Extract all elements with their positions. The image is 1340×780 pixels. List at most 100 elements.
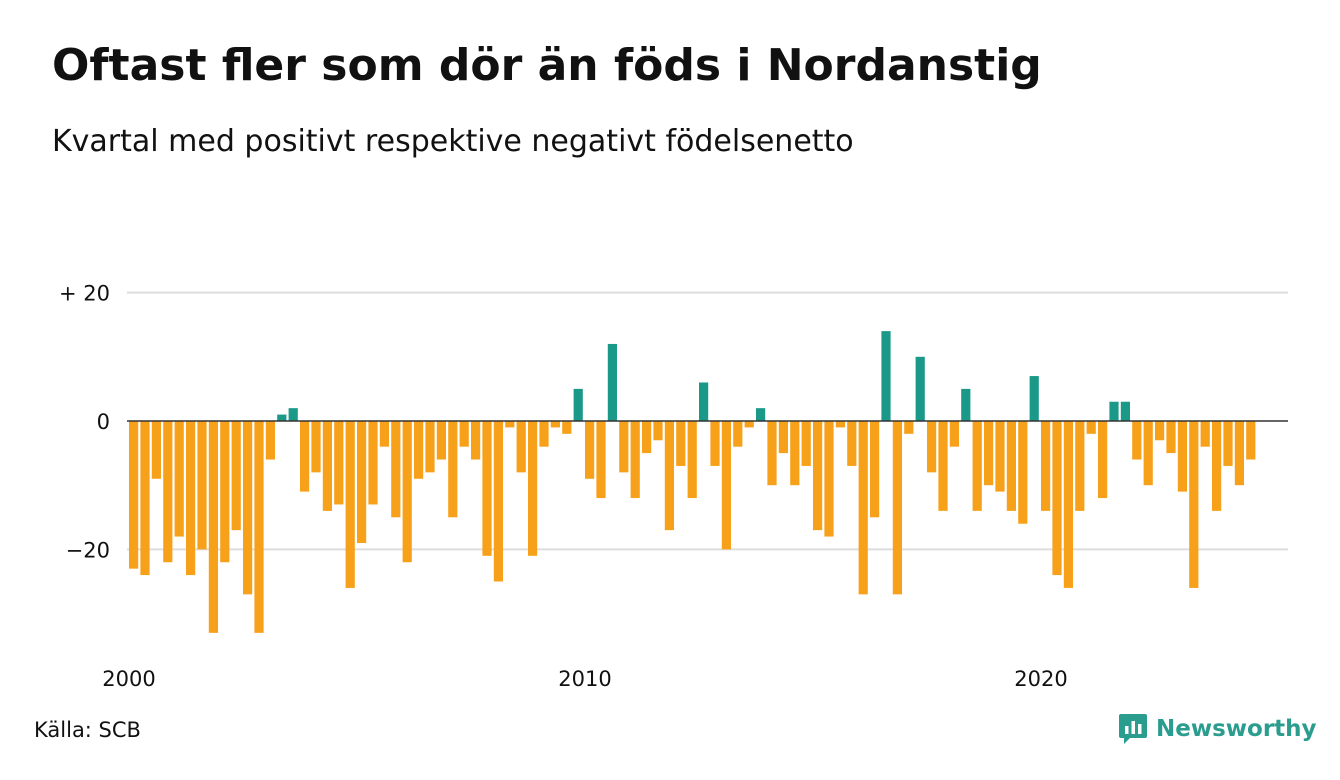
bar xyxy=(1143,421,1153,486)
bar xyxy=(129,421,139,569)
bar xyxy=(1200,421,1210,447)
bar xyxy=(357,421,367,543)
bar xyxy=(790,421,800,486)
y-tick-label: −20 xyxy=(66,538,110,562)
bar xyxy=(562,421,572,434)
grid-layer xyxy=(127,291,1288,551)
bar xyxy=(220,421,230,563)
bar xyxy=(756,408,766,421)
bar xyxy=(1132,421,1142,460)
bar xyxy=(459,421,469,447)
brand-logo: Newsworthy xyxy=(1118,712,1317,746)
bar xyxy=(904,421,914,434)
y-tick-label: 0 xyxy=(97,410,110,434)
bar xyxy=(1041,421,1051,511)
bar xyxy=(550,421,560,428)
bar xyxy=(186,421,196,576)
x-tick-label: 2000 xyxy=(102,667,155,691)
bar xyxy=(984,421,994,486)
bar xyxy=(174,421,184,537)
bar xyxy=(892,421,902,595)
bar xyxy=(995,421,1005,492)
bar xyxy=(140,421,150,576)
x-tick-label: 2010 xyxy=(558,667,611,691)
bar xyxy=(539,421,549,447)
bar xyxy=(448,421,458,518)
bar xyxy=(1155,421,1165,441)
chart-title: Oftast fler som dör än föds i Nordanstig xyxy=(52,40,1042,91)
bar xyxy=(1086,421,1096,434)
axis-layer: + 20 0 −20 2000 2010 2020 xyxy=(59,282,1288,691)
bar xyxy=(949,421,959,447)
bar xyxy=(881,331,891,421)
bar xyxy=(482,421,492,556)
bar xyxy=(208,421,218,633)
bar xyxy=(1120,401,1130,421)
bar xyxy=(813,421,823,531)
chart-subtitle: Kvartal med positivt respektive negativt… xyxy=(52,124,854,159)
bar xyxy=(1075,421,1085,511)
bar xyxy=(870,421,880,518)
bar xyxy=(505,421,515,428)
bar xyxy=(585,421,595,479)
bar xyxy=(858,421,868,595)
bar xyxy=(493,421,503,582)
y-tick-label: + 20 xyxy=(59,282,110,306)
bar xyxy=(265,421,275,460)
bar xyxy=(1177,421,1187,492)
bar xyxy=(699,382,709,421)
bar xyxy=(1246,421,1256,460)
bar xyxy=(1189,421,1199,588)
bar xyxy=(322,421,332,511)
bar xyxy=(733,421,743,447)
bar xyxy=(607,343,617,421)
bar xyxy=(436,421,446,460)
bar xyxy=(1223,421,1233,466)
x-tick-label: 2020 xyxy=(1014,667,1067,691)
bar xyxy=(1109,401,1119,421)
bar xyxy=(927,421,937,473)
bar xyxy=(835,421,845,428)
bar xyxy=(345,421,355,588)
bar xyxy=(619,421,629,473)
bar xyxy=(1006,421,1016,511)
bar xyxy=(778,421,788,454)
bar xyxy=(254,421,264,633)
bar xyxy=(938,421,948,511)
bar xyxy=(710,421,720,466)
bar xyxy=(687,421,697,499)
brand-name: Newsworthy xyxy=(1156,716,1317,742)
bar xyxy=(664,421,674,531)
bar xyxy=(1234,421,1244,486)
bar xyxy=(243,421,253,595)
bar xyxy=(1212,421,1222,511)
bar xyxy=(288,408,298,421)
bar xyxy=(311,421,321,473)
bar xyxy=(379,421,389,447)
bar xyxy=(961,388,971,421)
bar xyxy=(528,421,538,556)
bars-layer xyxy=(129,331,1256,633)
bar xyxy=(721,421,731,550)
bar xyxy=(596,421,606,499)
bar xyxy=(163,421,173,563)
bar xyxy=(391,421,401,518)
bar xyxy=(471,421,481,460)
bar xyxy=(1018,421,1028,524)
bar xyxy=(300,421,310,492)
bar xyxy=(573,388,583,421)
bar xyxy=(972,421,982,511)
bar xyxy=(1166,421,1176,454)
bar xyxy=(334,421,344,505)
bar xyxy=(151,421,161,479)
bar xyxy=(1098,421,1108,499)
bar xyxy=(277,414,287,421)
bar xyxy=(915,356,925,421)
bar xyxy=(744,421,754,428)
bar xyxy=(414,421,424,479)
bar xyxy=(824,421,834,537)
bar xyxy=(653,421,663,441)
bar xyxy=(767,421,777,486)
bar xyxy=(197,421,207,550)
